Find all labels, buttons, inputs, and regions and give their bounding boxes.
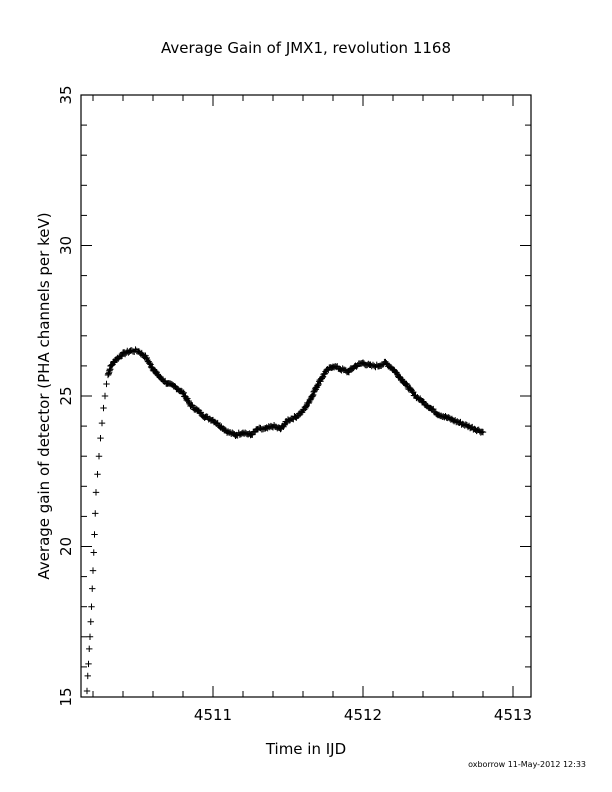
data-point — [103, 380, 110, 388]
data-point — [152, 367, 159, 375]
data-point — [403, 380, 410, 388]
data-point — [85, 660, 92, 668]
footer-credit: oxborrow 11-May-2012 12:33 — [468, 760, 586, 769]
data-point — [92, 510, 99, 517]
data-point — [92, 489, 100, 496]
data-point — [410, 388, 417, 396]
data-point — [89, 567, 97, 574]
data-point — [101, 392, 109, 400]
data-point — [180, 389, 187, 396]
data-point — [100, 404, 107, 412]
data-point — [97, 434, 104, 442]
x-tick-label: 4512 — [344, 706, 382, 724]
data-point — [86, 633, 94, 640]
y-tick-label: 15 — [57, 687, 75, 706]
data-point — [479, 428, 487, 436]
y-tick-label: 20 — [57, 537, 75, 556]
data-point — [146, 359, 154, 367]
data-point — [89, 585, 96, 592]
data-point — [309, 392, 316, 400]
data-point — [108, 361, 115, 369]
data-point — [307, 396, 314, 403]
data-point — [302, 403, 310, 410]
data-point — [98, 419, 106, 427]
data-point — [90, 549, 97, 556]
data-point — [94, 471, 101, 478]
plot-frame — [80, 94, 532, 698]
data-point — [419, 398, 427, 405]
data-point — [281, 421, 288, 429]
y-tick-label: 25 — [57, 386, 75, 405]
data-point — [314, 382, 322, 389]
y-axis-label: Average gain of detector (PHA channels p… — [35, 212, 53, 579]
data-point — [83, 687, 91, 695]
data-point — [302, 404, 309, 412]
data-point — [107, 362, 115, 369]
x-tick-label: 4513 — [494, 706, 532, 724]
data-point — [305, 399, 312, 407]
data-point — [88, 603, 95, 610]
data-point — [95, 453, 103, 460]
x-axis-label: Time in IJD — [265, 740, 346, 758]
data-points — [83, 346, 487, 695]
y-tick-label: 30 — [57, 236, 75, 255]
data-point — [84, 672, 91, 680]
x-tick-label: 4511 — [194, 706, 232, 724]
data-point — [86, 645, 93, 653]
data-point — [319, 374, 326, 381]
data-point — [87, 618, 94, 625]
y-tick-label: 35 — [57, 85, 75, 104]
data-point — [309, 391, 317, 399]
tick-labels: 4511 4512 4513 15 20 25 30 35 — [57, 85, 532, 724]
axis-ticks — [81, 94, 531, 698]
data-point — [91, 531, 98, 538]
data-point — [408, 387, 415, 395]
data-point — [393, 369, 400, 377]
chart-title: Average Gain of JMX1, revolution 1168 — [161, 39, 451, 57]
